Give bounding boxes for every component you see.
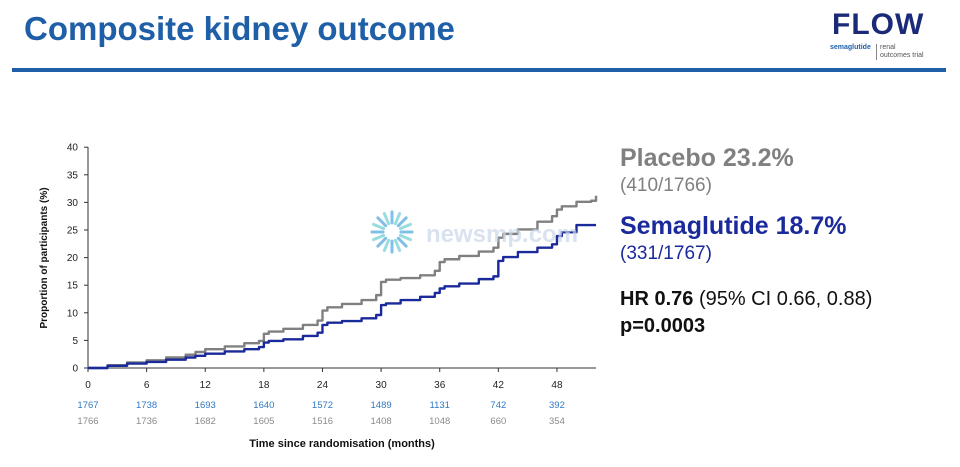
p-value: p=0.0003 xyxy=(620,315,706,337)
sunburst-ray xyxy=(396,236,408,248)
x-tick-label: 24 xyxy=(317,380,329,391)
x-tick-label: 12 xyxy=(200,380,212,391)
semaglutide-line xyxy=(88,223,597,370)
y-tick-label: 40 xyxy=(67,143,79,154)
legend-semaglutide-name: Semaglutide 18.7% xyxy=(620,212,847,240)
y-tick-label: 10 xyxy=(67,308,79,319)
y-tick-label: 25 xyxy=(67,226,79,237)
at-risk-placebo: 1048 xyxy=(429,416,450,427)
sunburst-ray xyxy=(376,216,388,228)
logo-sub-outcomes: outcomes trial xyxy=(880,52,924,59)
sunburst-ray xyxy=(382,212,391,226)
at-risk-placebo: 1516 xyxy=(312,416,333,427)
at-risk-semaglutide: 392 xyxy=(549,400,565,411)
x-tick-label: 30 xyxy=(376,380,388,391)
sunburst-ray xyxy=(372,222,386,231)
y-tick-label: 20 xyxy=(67,253,79,264)
y-axis: 0 5 10 15 20 25 30 35 40 xyxy=(67,143,89,375)
legend-placebo-name: Placebo 23.2% xyxy=(620,144,794,172)
legend-placebo: Placebo 23.2% (410/1766) xyxy=(620,144,794,197)
at-risk-semaglutide: 1131 xyxy=(430,400,450,411)
placebo-line xyxy=(88,195,598,370)
x-tick-label: 0 xyxy=(85,380,91,391)
sunburst-ray xyxy=(398,233,412,242)
x-ticks: 0 6 12 18 24 30 36 42 48 xyxy=(85,368,563,391)
slide-title: Composite kidney outcome xyxy=(24,10,455,47)
x-tick-label: 36 xyxy=(434,380,446,391)
at-risk-placebo: 1408 xyxy=(371,416,392,427)
x-tick-label: 6 xyxy=(144,380,150,391)
y-tick-label: 15 xyxy=(67,281,79,292)
sunburst-ray xyxy=(393,212,402,226)
x-tick-label: 48 xyxy=(551,380,563,391)
flow-logo: FLOW semaglutide renal outcomes trial xyxy=(826,8,936,64)
y-axis-label: Proportion of participants (%) xyxy=(39,187,50,328)
legend-semaglutide: Semaglutide 18.7% (331/1767) xyxy=(620,212,846,265)
at-risk-semaglutide: 742 xyxy=(490,400,506,411)
logo-sub-renal: renal xyxy=(880,44,896,51)
hazard-ratio: HR 0.76 xyxy=(620,288,694,310)
at-risk-placebo: 1736 xyxy=(136,416,157,427)
logo-sub-trial: renal outcomes trial xyxy=(876,44,924,60)
at-risk-semaglutide: 1693 xyxy=(195,400,216,411)
sunburst-ray xyxy=(396,216,408,228)
at-risk-semaglutide: 1767 xyxy=(77,400,98,411)
watermark: newsmp.com xyxy=(370,210,578,254)
sunburst-ray xyxy=(382,238,391,252)
at-risk-semaglutide: 1489 xyxy=(371,400,392,411)
x-tick-label: 42 xyxy=(493,380,505,391)
legend-semaglutide-count: (331/1767) xyxy=(620,243,712,264)
watermark-sunburst-icon xyxy=(370,210,414,254)
x-axis: 0 6 12 18 24 30 36 42 48 xyxy=(85,367,596,391)
at-risk-placebo: 354 xyxy=(549,416,565,427)
at-risk-semaglutide: 1640 xyxy=(253,400,274,411)
y-tick-label: 30 xyxy=(67,198,79,209)
watermark-text: newsmp.com xyxy=(426,221,578,248)
stats-block: HR 0.76 (95% CI 0.66, 0.88) p=0.0003 xyxy=(620,288,872,338)
sunburst-ray xyxy=(393,238,402,252)
y-tick-label: 35 xyxy=(67,170,79,181)
sunburst-ray xyxy=(372,233,386,242)
at-risk-table: 1767 1738 1693 1640 1572 1489 1131 742 392 1766 17… xyxy=(77,400,564,427)
logo-word: FLOW xyxy=(832,8,925,41)
at-risk-semaglutide: 1572 xyxy=(312,400,333,411)
hazard-ratio-ci: (95% CI 0.66, 0.88) xyxy=(698,288,873,310)
series-lines xyxy=(88,195,598,370)
title-rule xyxy=(12,68,946,72)
y-tick-label: 5 xyxy=(72,336,78,347)
at-risk-placebo: 1682 xyxy=(195,416,216,427)
y-ticks: 0 5 10 15 20 25 30 35 40 xyxy=(67,143,88,375)
logo-sub-drug: semaglutide xyxy=(830,44,871,51)
at-risk-placebo: 1766 xyxy=(77,416,98,427)
sunburst-ray xyxy=(398,222,412,231)
x-axis-label: Time since randomisation (months) xyxy=(249,438,435,450)
at-risk-placebo: 1605 xyxy=(253,416,274,427)
y-tick-label: 0 xyxy=(72,364,78,375)
x-tick-label: 18 xyxy=(258,380,270,391)
legend-placebo-count: (410/1766) xyxy=(620,175,712,196)
at-risk-semaglutide: 1738 xyxy=(136,400,157,411)
sunburst-ray xyxy=(376,236,388,248)
at-risk-placebo: 660 xyxy=(490,416,506,427)
